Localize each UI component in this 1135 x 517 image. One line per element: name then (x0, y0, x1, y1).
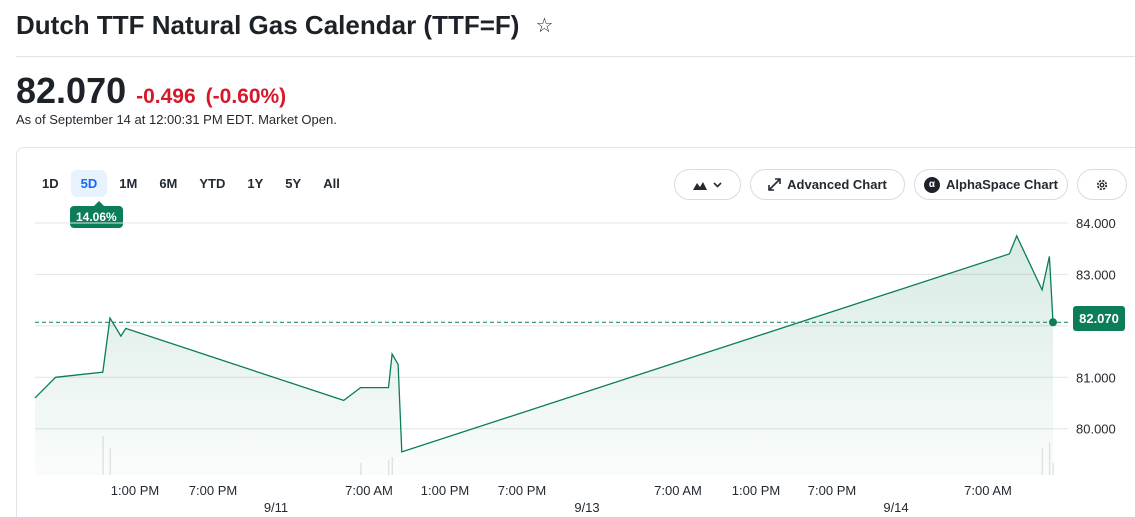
x-axis-labels: 1:00 PM 7:00 PM 7:00 AM 1:00 PM 7:00 PM 7:00 … (111, 483, 1012, 515)
range-tab-5y[interactable]: 5Y (285, 176, 302, 191)
y-tick-label: 81.000 (1076, 370, 1116, 385)
last-price-label: 82.070 (1073, 306, 1125, 331)
page-title: Dutch TTF Natural Gas Calendar (TTF=F) (16, 10, 520, 40)
x-tick-label: 1:00 PM (732, 483, 780, 498)
x-tick-label: 7:00 AM (964, 483, 1012, 498)
price-area (35, 235, 1053, 475)
chevron-down-icon (713, 181, 722, 188)
range-tab-5d[interactable]: 5D (70, 170, 108, 197)
alphaspace-chart-label: AlphaSpace Chart (946, 177, 1058, 192)
advanced-chart-button[interactable]: Advanced Chart (750, 169, 905, 200)
x-tick-label: 1:00 PM (111, 483, 159, 498)
last-price-dot (1049, 318, 1057, 327)
alphaspace-chart-button[interactable]: α AlphaSpace Chart (914, 169, 1068, 200)
range-tab-all[interactable]: All (323, 176, 340, 191)
advanced-chart-label: Advanced Chart (787, 177, 887, 192)
volume-bar (1052, 463, 1054, 475)
star-icon[interactable]: ☆ (535, 15, 554, 37)
y-tick-label: 80.000 (1076, 422, 1116, 437)
chart-container (16, 147, 1135, 517)
x-tick-label: 1:00 PM (421, 483, 469, 498)
price-line (34, 234, 1054, 453)
x-date-label: 9/13 (574, 500, 599, 515)
x-tick-label: 7:00 PM (498, 483, 546, 498)
mountain-chart-icon (693, 181, 707, 190)
x-tick-label: 7:00 PM (808, 483, 856, 498)
alphaspace-icon: α (924, 176, 940, 193)
range-selector: 1D 5D 1M 6M YTD 1Y 5Y All (32, 170, 352, 197)
range-tab-6m[interactable]: 6M (159, 176, 178, 191)
range-tab-1d[interactable]: 1D (42, 176, 59, 191)
gear-icon (1096, 179, 1108, 190)
title-row: Dutch TTF Natural Gas Calendar (TTF=F) ☆ (16, 10, 553, 41)
chart-type-button[interactable] (674, 169, 741, 200)
price-change: -0.496 (136, 85, 196, 108)
expand-icon (768, 178, 781, 191)
current-price: 82.070 (16, 70, 127, 111)
divider (16, 56, 1135, 57)
x-tick-label: 7:00 AM (654, 483, 702, 498)
quote-row: 82.070 -0.496 (-0.60%) (16, 70, 286, 112)
range-tab-1m[interactable]: 1M (119, 176, 138, 191)
y-tick-label: 84.000 (1076, 216, 1116, 231)
x-tick-label: 7:00 AM (345, 483, 393, 498)
x-date-label: 9/11 (264, 500, 288, 515)
settings-button[interactable] (1077, 169, 1127, 200)
price-change-percent: (-0.60%) (205, 85, 287, 108)
as-of-timestamp: As of September 14 at 12:00:31 PM EDT. M… (16, 112, 337, 127)
range-tab-ytd[interactable]: YTD (199, 176, 226, 191)
range-tab-1y[interactable]: 1Y (247, 176, 264, 191)
x-tick-label: 7:00 PM (189, 483, 237, 498)
x-date-label: 9/14 (883, 500, 908, 515)
y-tick-label: 83.000 (1076, 267, 1116, 282)
